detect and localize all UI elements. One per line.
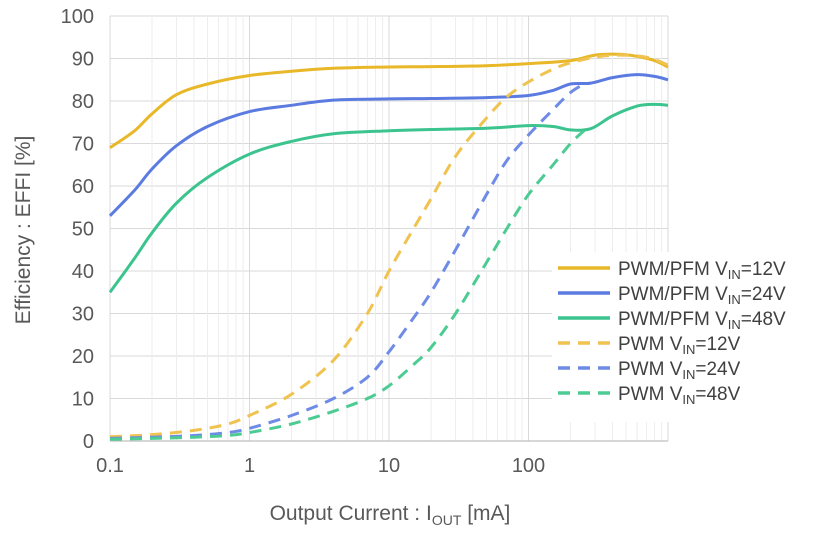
- y-tick-label: 60: [72, 176, 94, 198]
- series-line-4: [109, 53, 669, 439]
- legend-label-sub: IN: [682, 342, 695, 357]
- legend-label: PWM VIN=48V: [618, 384, 741, 407]
- y-tick-label: 10: [72, 389, 94, 411]
- legend-label-sub: IN: [728, 292, 741, 307]
- x-axis-title-unit: [mA]: [461, 502, 510, 525]
- y-tick-label: 20: [72, 346, 94, 368]
- legend-label: PWM/PFM VIN=48V: [618, 309, 786, 332]
- x-tick-label: 100: [512, 455, 545, 477]
- legend-label: PWM VIN=12V: [618, 334, 741, 357]
- legend-label-sub: IN: [728, 267, 741, 282]
- y-tick-label: 50: [72, 219, 94, 241]
- series-line-6: [109, 129, 586, 441]
- legend-label-main: PWM V: [618, 359, 683, 380]
- y-axis-ticks: 0 10 20 30 40 50 60 70 80 90 100: [61, 6, 94, 453]
- legend-label: PWM/PFM VIN=12V: [618, 259, 786, 282]
- x-tick-label: 0.1: [96, 455, 124, 477]
- x-tick-label: 1: [244, 455, 255, 477]
- x-axis-title-main: Output Current : I: [270, 502, 432, 525]
- x-axis-title-sub: OUT: [432, 512, 462, 528]
- legend-label-main: PWM/PFM V: [618, 259, 728, 280]
- x-axis-ticks: 0.1 1 10 100: [96, 455, 545, 477]
- y-tick-label: 30: [72, 304, 94, 326]
- legend-label-main: PWM/PFM V: [618, 284, 728, 305]
- legend-label-value: =12V: [741, 259, 786, 280]
- y-tick-label: 90: [72, 49, 94, 71]
- legend-label-main: PWM/PFM V: [618, 309, 728, 330]
- legend-label-value: =48V: [741, 309, 786, 330]
- series-line-3: [108, 102, 669, 294]
- legend-label-value: =48V: [695, 384, 740, 405]
- legend-label-value: =24V: [741, 284, 786, 305]
- legend-label-sub: IN: [682, 392, 695, 407]
- legend-label-main: PWM V: [618, 334, 683, 355]
- series-lines: [108, 52, 669, 441]
- series-line-5: [109, 82, 585, 440]
- legend-label-value: =12V: [695, 334, 740, 355]
- y-tick-label: 0: [83, 431, 94, 453]
- series-line-2: [108, 73, 669, 217]
- y-tick-label: 40: [72, 261, 94, 283]
- legend-label-sub: IN: [728, 317, 741, 332]
- y-tick-label: 100: [61, 6, 94, 28]
- legend-label: PWM VIN=24V: [618, 359, 741, 382]
- legend-label: PWM/PFM VIN=24V: [618, 284, 786, 307]
- legend-label-main: PWM V: [618, 384, 683, 405]
- legend-label-value: =24V: [695, 359, 740, 380]
- x-tick-label: 10: [378, 455, 400, 477]
- y-tick-label: 80: [72, 91, 94, 113]
- legend-label-sub: IN: [682, 367, 695, 382]
- y-axis-title: Efficiency : EFFI [%]: [12, 136, 35, 325]
- y-tick-label: 70: [72, 134, 94, 156]
- x-axis-title: Output Current : IOUT [mA]: [270, 502, 511, 528]
